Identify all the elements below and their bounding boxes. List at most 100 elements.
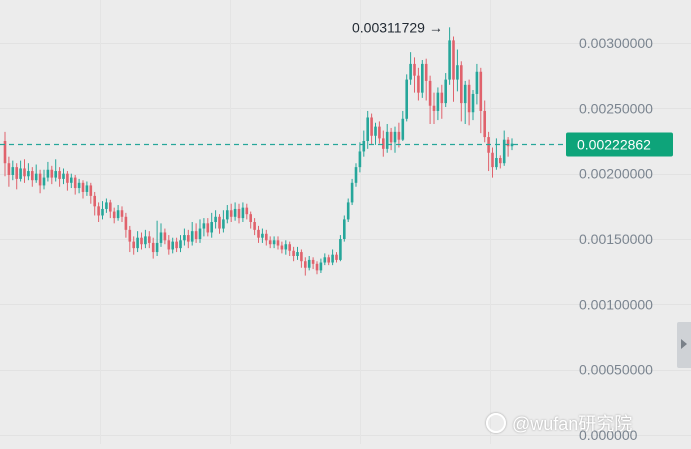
candle [331, 249, 334, 266]
candle [42, 169, 46, 190]
candle-body [218, 216, 221, 229]
candle-body [413, 63, 416, 76]
candle-body [128, 229, 132, 242]
candle-body [202, 223, 206, 229]
candle [249, 211, 252, 229]
candle-body [370, 117, 373, 136]
candle-body [479, 71, 483, 111]
candle [50, 165, 54, 185]
candle [413, 57, 416, 93]
candle-body [116, 210, 120, 219]
candle [491, 147, 494, 178]
candle-body [179, 240, 182, 249]
candle [499, 155, 502, 169]
candle [66, 171, 69, 191]
candle-body [222, 219, 225, 229]
candle-body [206, 223, 210, 233]
candle-body [132, 241, 135, 249]
candle [218, 214, 221, 234]
candle [23, 159, 26, 183]
chevron-right-icon [681, 339, 687, 349]
high-marker-layer: 0.00311729 → [352, 20, 443, 36]
candle [198, 219, 202, 243]
candle-body [428, 80, 432, 106]
candle-body [417, 75, 420, 93]
candle [304, 257, 307, 276]
candle [116, 205, 120, 221]
candle [11, 160, 15, 181]
candle-body [288, 244, 291, 251]
candle [366, 110, 369, 149]
candle-body [409, 63, 412, 80]
candle-body [440, 92, 444, 104]
candle [77, 178, 81, 194]
candle-body [175, 241, 178, 249]
candle [389, 127, 393, 151]
candle [382, 130, 385, 157]
candle-body [120, 210, 124, 217]
candle [159, 223, 163, 247]
candle [85, 181, 89, 196]
candle-body [276, 240, 280, 246]
candle [155, 220, 159, 256]
candle-body [105, 202, 108, 209]
candle [120, 206, 124, 223]
current-price-tag [566, 132, 673, 157]
candle-body [151, 242, 155, 253]
candle-body [27, 171, 30, 177]
candle-body [452, 40, 455, 80]
current-price-line-layer: 0.00222862 [0, 132, 673, 157]
candle [241, 202, 245, 223]
candle [315, 261, 319, 275]
candle-body [397, 131, 401, 140]
y-tick-label: 0.00050000 [579, 362, 653, 378]
candle [440, 84, 444, 119]
candle [101, 201, 104, 220]
candle-body [502, 139, 506, 164]
candle [327, 254, 330, 266]
candle [7, 156, 11, 187]
candle-body [499, 157, 502, 164]
candles [3, 27, 514, 276]
candle-body [436, 92, 440, 111]
candle [323, 253, 327, 266]
candle-body [401, 118, 405, 140]
candle-body [339, 239, 342, 260]
candle [460, 61, 463, 122]
candle [73, 174, 77, 195]
candle [253, 218, 256, 236]
candle-body [358, 151, 362, 168]
candle [187, 229, 190, 249]
candle [136, 231, 139, 253]
candle-body [124, 216, 128, 230]
y-tick-label: 0.00200000 [579, 166, 653, 182]
candle-body [475, 71, 479, 94]
candle [171, 237, 174, 254]
candle-body [257, 229, 260, 238]
candle-body [307, 259, 311, 268]
candle [354, 163, 358, 187]
candle [374, 122, 377, 145]
candle [222, 210, 225, 233]
candle-body [233, 208, 237, 217]
candle [393, 126, 397, 153]
candle [506, 137, 510, 157]
candle-body [11, 167, 15, 175]
price-scale-scroll-handle[interactable] [677, 322, 691, 368]
candle [401, 110, 405, 141]
candle-body [54, 171, 57, 178]
candle-body [73, 177, 77, 189]
candle-body [34, 173, 38, 181]
candle [370, 113, 373, 145]
candle [444, 73, 447, 108]
candle-body [448, 40, 451, 80]
candle [448, 27, 451, 85]
candle-body [155, 242, 159, 253]
candle [510, 138, 514, 151]
candle-body [374, 126, 377, 136]
candle-body [190, 231, 194, 242]
candle [3, 131, 7, 177]
candle-body [19, 168, 22, 179]
